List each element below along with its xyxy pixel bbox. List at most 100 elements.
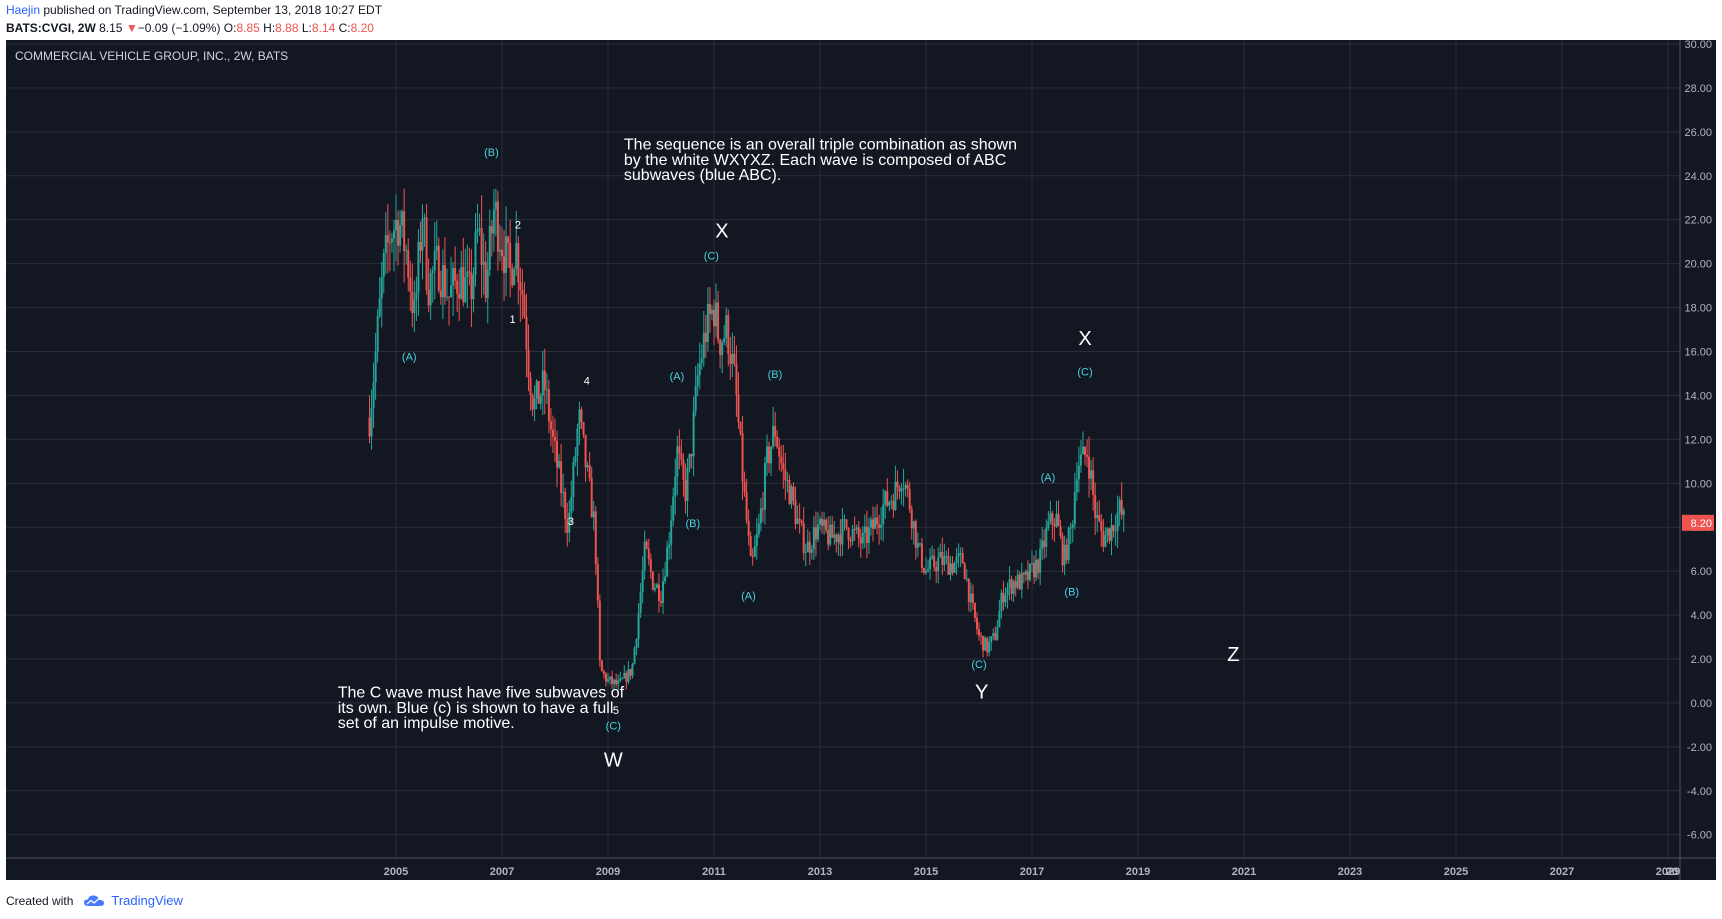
candle-body	[635, 639, 638, 649]
wave-label: 3	[568, 516, 574, 528]
price-tick-label: 0.00	[1691, 698, 1712, 710]
candle-body	[1004, 595, 1007, 603]
candle-body	[845, 519, 848, 529]
candle-body	[655, 584, 658, 588]
candle-body	[880, 524, 883, 528]
candle-body	[986, 637, 989, 653]
candle-body	[574, 455, 577, 463]
plot-area[interactable]	[6, 40, 1680, 858]
high-label: H:	[263, 21, 276, 35]
candle-body	[515, 243, 518, 270]
candle-body	[399, 225, 402, 246]
candle-body	[668, 544, 671, 548]
candle-body	[816, 524, 819, 540]
candle-body	[1018, 574, 1021, 590]
candle-body	[623, 672, 626, 679]
candle-body	[973, 603, 976, 618]
author-link[interactable]: Haejin	[6, 3, 41, 17]
time-axis[interactable]: 2005 2007 2009 2011 2013 2015 2017 2019 2021 2023…	[384, 866, 1680, 878]
candle-body	[680, 453, 683, 460]
candle-body	[439, 290, 442, 298]
candle-body	[802, 523, 805, 553]
last-price: 8.15	[99, 21, 123, 35]
candle-body	[715, 302, 718, 327]
candle-body	[664, 576, 667, 582]
symbol-label: BATS:CVGI, 2W	[6, 21, 96, 35]
time-tick-label: 2005	[384, 866, 408, 878]
candle-body	[896, 481, 899, 488]
time-tick-label: 2025	[1444, 866, 1468, 878]
candle-body	[372, 382, 375, 408]
candle-body	[953, 562, 956, 573]
candle-body	[935, 567, 938, 572]
candle-body	[725, 315, 728, 339]
candle-body	[395, 220, 397, 231]
triangle-down-icon: ▼	[125, 21, 138, 35]
candle-body	[961, 553, 964, 564]
candle-body	[894, 481, 897, 510]
candle-body	[558, 461, 561, 468]
candle-body	[511, 268, 514, 286]
candle-body	[731, 353, 734, 364]
wave-label: 2	[515, 220, 521, 232]
candle-body	[723, 338, 726, 343]
candle-body	[912, 521, 915, 529]
annotation-note: by the white WXYXZ. Each wave is compose…	[624, 152, 1006, 169]
candle-body	[392, 230, 395, 239]
candle-body	[735, 363, 738, 395]
candle-body	[751, 555, 754, 557]
candle-body	[969, 593, 972, 603]
candle-body	[403, 211, 406, 252]
candle-body	[660, 600, 662, 603]
candle-body	[839, 534, 842, 545]
candle-body	[1033, 562, 1036, 578]
candle-body	[925, 570, 927, 573]
candle-body	[949, 563, 952, 575]
candle-body	[1120, 499, 1123, 515]
candle-body	[415, 292, 418, 300]
candle-body	[865, 526, 868, 544]
candle-body	[733, 353, 736, 364]
candle-body	[437, 245, 440, 291]
candle-body	[425, 217, 428, 290]
candle-body	[460, 267, 463, 299]
price-chart[interactable]: The sequence is an overall triple combin…	[0, 38, 1722, 890]
candle-body	[484, 261, 487, 299]
candle-body	[886, 491, 889, 506]
candle-body	[967, 578, 970, 603]
candle-body	[609, 676, 612, 680]
tradingview-cloud-icon	[84, 894, 105, 906]
candle-body	[600, 660, 603, 672]
time-tick-label: 2023	[1338, 866, 1362, 878]
price-axis[interactable]: 30.00 28.00 26.00 24.00 22.00 20.00 18.00 16.00…	[1682, 39, 1714, 842]
close-label: C:	[338, 21, 351, 35]
candle-body	[1024, 571, 1027, 575]
candle-body	[939, 551, 942, 558]
candle-body	[937, 557, 940, 572]
candle-body	[920, 543, 923, 569]
candle-body	[874, 517, 877, 529]
annotation-note: its own. Blue (c) is shown to have a ful…	[338, 700, 614, 717]
wave-label: (B)	[685, 518, 700, 530]
candle-body	[721, 342, 724, 356]
candle-body	[682, 459, 685, 480]
candle-body	[509, 242, 512, 269]
candle-body	[971, 593, 974, 604]
candle-body	[1069, 527, 1072, 529]
candle-body	[674, 476, 677, 497]
candle-body	[825, 519, 828, 531]
candle-body	[456, 280, 459, 294]
candle-body	[535, 380, 538, 399]
candle-body	[1081, 446, 1084, 455]
candle-body	[1020, 572, 1023, 590]
candle-body	[910, 509, 913, 529]
candle-body	[933, 555, 936, 568]
candle-body	[1031, 562, 1033, 564]
candle-body	[1116, 512, 1119, 531]
candle-body	[611, 676, 614, 684]
candle-body	[423, 217, 426, 219]
tradingview-brand[interactable]: TradingView	[83, 893, 183, 908]
candle-body	[401, 211, 404, 226]
candle-body	[441, 265, 444, 298]
candle-body	[541, 370, 544, 396]
